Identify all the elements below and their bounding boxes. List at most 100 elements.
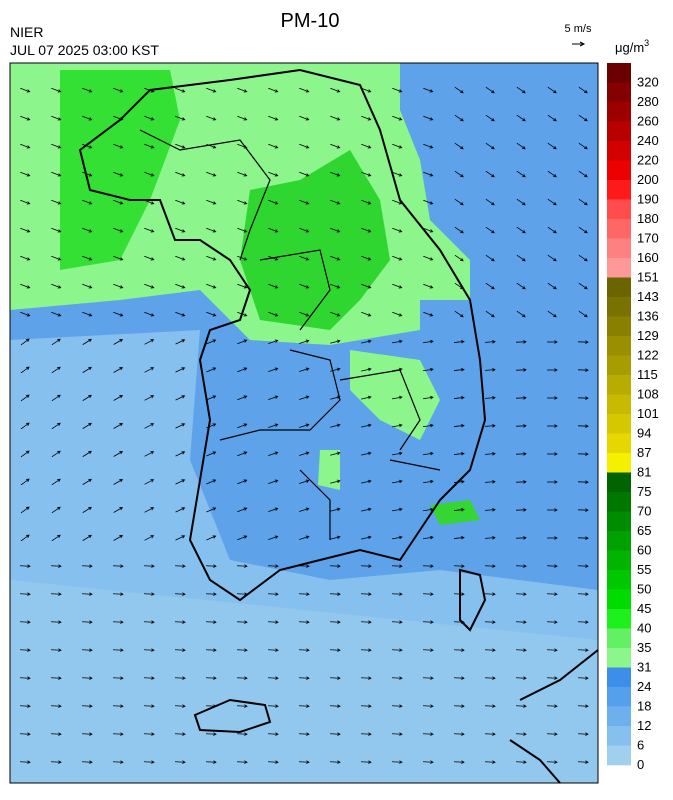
unit-sup: 3 — [644, 38, 649, 48]
wind-arrow — [267, 620, 279, 624]
wind-arrow — [51, 478, 61, 486]
wind-arrow — [20, 87, 31, 93]
colorbar-label: 240 — [637, 133, 659, 148]
wind-arrow — [206, 143, 217, 149]
wind-arrow — [144, 199, 155, 205]
wind-arrow — [236, 704, 248, 708]
wind-arrow — [175, 115, 186, 121]
wind-arrow — [422, 367, 434, 372]
wind-arrow — [50, 732, 62, 736]
wind-arrow — [82, 143, 93, 149]
wind-arrow — [547, 142, 557, 150]
wind-arrow — [547, 226, 557, 234]
wind-arrow — [268, 255, 279, 261]
wind-arrow — [267, 592, 279, 596]
colorbar-label: 24 — [637, 679, 651, 694]
wind-arrow — [577, 564, 589, 568]
wind-arrow — [360, 564, 372, 568]
wind-arrow — [485, 254, 495, 262]
wind-arrow — [422, 648, 434, 652]
colorbar-segment — [607, 706, 631, 727]
wind-arrow — [267, 760, 279, 764]
wind-arrow — [330, 423, 341, 428]
wind-arrow — [392, 87, 403, 93]
wind-arrow — [360, 676, 372, 680]
wind-arrow — [206, 87, 217, 93]
wind-arrow — [422, 760, 434, 764]
wind-arrow — [82, 422, 92, 429]
wind-arrow — [20, 478, 30, 486]
wind-arrow — [20, 506, 30, 514]
colorbar-segment — [607, 570, 631, 590]
colorbar-segment — [607, 667, 631, 688]
wind-arrow — [112, 676, 124, 680]
colorbar-label: 75 — [637, 484, 651, 499]
wind-arrow — [485, 198, 495, 206]
wind-arrow — [485, 310, 495, 318]
wind-arrow — [237, 311, 248, 317]
wind-arrow — [174, 648, 186, 652]
wind-arrow — [453, 535, 465, 540]
colorbar-segment — [607, 375, 631, 395]
wind-arrow — [50, 676, 62, 680]
wind-arrow — [51, 311, 62, 317]
wind-arrow — [516, 310, 526, 318]
wind-arrow — [113, 227, 124, 233]
wind-arrow — [361, 339, 372, 344]
wind-arrow — [329, 760, 341, 764]
wind-arrow — [81, 648, 93, 652]
wind-arrow — [236, 676, 248, 680]
wind-arrow — [51, 338, 61, 346]
wind-arrow — [50, 760, 62, 764]
wind-arrow — [577, 368, 589, 372]
wind-arrow — [515, 648, 527, 652]
wind-arrow — [299, 423, 310, 428]
wind-arrow — [112, 704, 124, 708]
wind-arrow — [144, 395, 155, 401]
wind-arrow — [82, 366, 92, 373]
wind-arrow — [237, 143, 248, 149]
wind-arrow — [361, 535, 372, 540]
wind-arrow — [330, 535, 341, 540]
wind-arrow — [423, 171, 434, 177]
wind-arrow — [50, 620, 62, 624]
wind-arrow — [547, 114, 557, 122]
wind-arrow — [299, 199, 310, 205]
wind-arrow — [113, 451, 124, 457]
wind-arrow — [175, 507, 186, 513]
wind-arrow — [453, 592, 465, 596]
wind-arrow — [51, 143, 62, 149]
wind-arrow — [144, 339, 155, 345]
wind-arrow — [20, 283, 31, 289]
wind-arrow — [50, 704, 62, 708]
wind-arrow — [330, 479, 341, 484]
wind-arrow — [237, 451, 248, 457]
wind-arrow — [484, 368, 496, 372]
wind-arrow — [206, 451, 217, 457]
wind-arrow — [577, 452, 589, 456]
wind-arrow — [268, 479, 279, 485]
wind-arrow — [422, 732, 434, 736]
wind-arrow — [298, 732, 310, 736]
wind-arrow — [50, 564, 62, 568]
wind-arrow — [361, 227, 372, 233]
wind-arrow — [330, 367, 341, 372]
wind-arrow — [268, 423, 279, 429]
wind-arrow — [268, 395, 279, 401]
wind-arrow — [206, 283, 217, 289]
wind-arrow — [143, 760, 155, 764]
wind-arrow — [392, 115, 403, 121]
wind-arrow — [268, 451, 279, 457]
wind-arrow — [361, 507, 372, 512]
wind-arrow — [82, 450, 92, 457]
wind-arrow — [174, 676, 186, 680]
colorbar-segment — [607, 726, 631, 746]
wind-arrow — [546, 648, 558, 652]
wind-arrow — [143, 676, 155, 680]
wind-arrow — [454, 254, 464, 262]
wind-arrow — [423, 255, 434, 261]
green-zone — [430, 500, 480, 525]
wind-arrow — [82, 171, 93, 177]
colorbar-segment — [607, 355, 631, 376]
wind-arrow — [392, 339, 403, 344]
